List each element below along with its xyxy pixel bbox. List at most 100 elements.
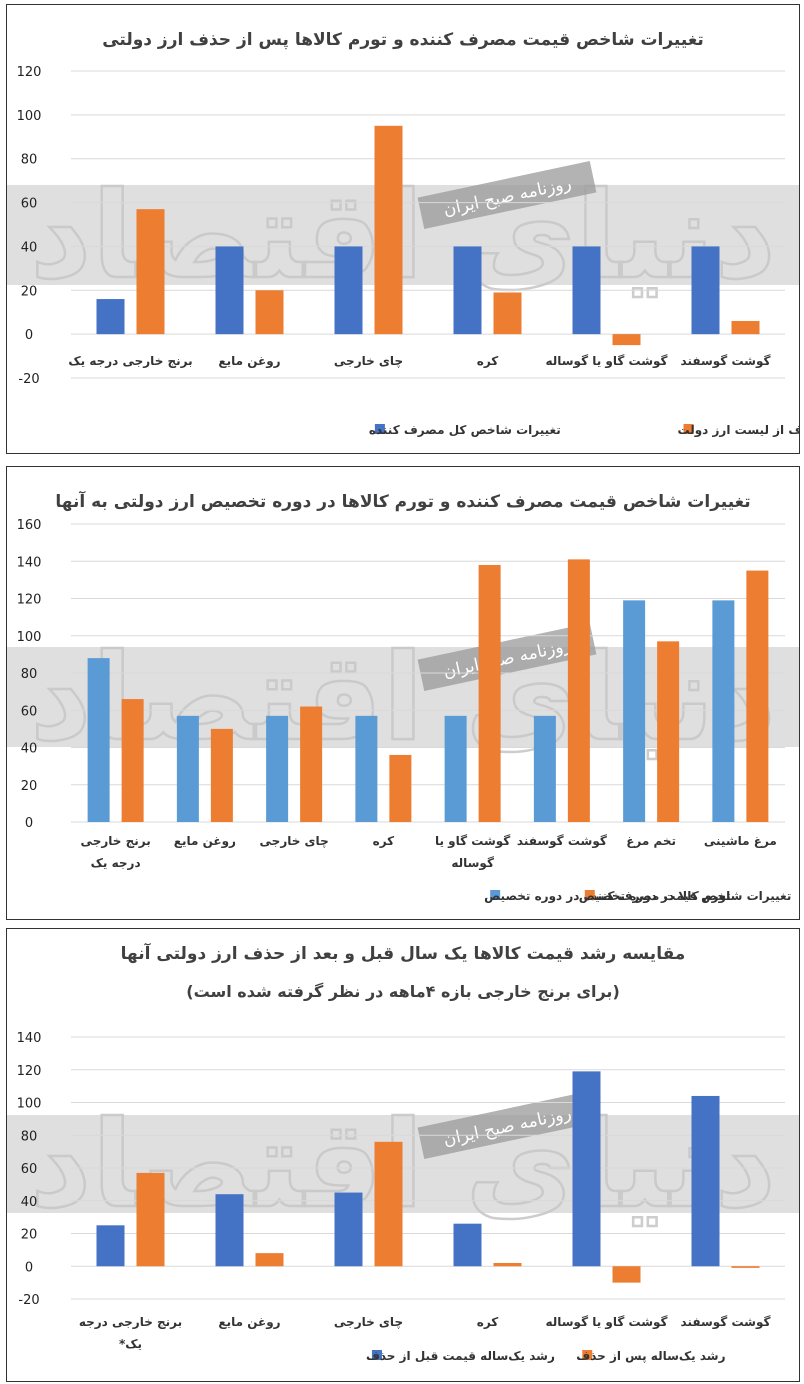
x-category-label: برنج خارجی درجه یک* xyxy=(79,1315,182,1351)
y-tick-label: 20 xyxy=(21,284,38,299)
bar-series1 xyxy=(453,246,482,335)
bar-series2 xyxy=(493,1262,522,1267)
bar-series1 xyxy=(623,600,646,822)
legend-label: تغییرات شاخص کل مصرف کننده xyxy=(369,423,561,437)
y-tick-label: 80 xyxy=(21,667,38,682)
legend-label: تورم کالا در دوره تخصیص xyxy=(579,889,731,904)
watermark-stamp-box xyxy=(417,161,597,229)
x-category-label: برنج خارجی درجه یک xyxy=(81,834,151,870)
y-tick-label: 20 xyxy=(21,779,38,794)
legend-swatch xyxy=(371,1350,382,1360)
chart-title: مقایسه رشد قیمت کالاها یک سال قبل و بعد … xyxy=(121,942,686,964)
bar-series2 xyxy=(121,699,144,822)
bar-series1 xyxy=(96,1225,125,1267)
bar-series1 xyxy=(691,1095,720,1267)
y-tick-label: 100 xyxy=(17,630,42,645)
y-tick-label: -20 xyxy=(18,1293,39,1308)
watermark-stamp-box xyxy=(417,1091,597,1159)
bar-series2 xyxy=(612,334,641,346)
chart-panel-2: دنیای اقتصاد روزنامه صبح ایران 160 140 120 10… xyxy=(6,466,800,920)
chart-panel-1: دنیای اقتصاد روزنامه صبح ایران 120 100 80 60 4… xyxy=(6,4,800,454)
bar-series1 xyxy=(444,715,467,822)
bar-series1 xyxy=(355,715,378,822)
x-category-label: روغن مایع xyxy=(174,834,236,849)
x-category-label: گوشت گوسفند xyxy=(681,354,771,369)
bar-series1 xyxy=(87,658,110,822)
y-tick-label: 120 xyxy=(17,593,42,608)
x-category-label: گوشت گاو یا گوساله xyxy=(545,354,667,369)
y-tick-label: 80 xyxy=(21,153,38,168)
bar-series1 xyxy=(712,600,735,822)
legend-swatch xyxy=(683,424,694,434)
bar-series1 xyxy=(572,1071,601,1267)
y-tick-label: 0 xyxy=(25,1260,33,1275)
bar-series1 xyxy=(215,246,244,335)
y-tick-label: 140 xyxy=(17,555,42,570)
bar-series2 xyxy=(136,1172,165,1267)
watermark-stamp-box xyxy=(417,623,597,691)
x-category-label: کره xyxy=(477,354,499,368)
y-tick-label: 80 xyxy=(21,1129,38,1144)
x-category-label: تخم مرغ xyxy=(626,834,676,848)
bar-series2 xyxy=(300,706,323,822)
legend-swatch xyxy=(582,1350,593,1360)
bar-series1 xyxy=(96,299,125,335)
bar-series1 xyxy=(266,715,289,822)
x-category-label: گوشت گاو یا گوساله xyxy=(545,1315,667,1330)
x-category-label: گوشت گوسفند xyxy=(517,834,607,849)
x-category-label: کره xyxy=(373,834,395,848)
bar-series2 xyxy=(731,1266,760,1268)
bar-series2 xyxy=(567,559,590,822)
x-category-label: گوشت گوسفند xyxy=(681,1315,771,1330)
bar-series2 xyxy=(389,754,412,822)
bar-series2 xyxy=(255,290,284,335)
x-category-label: گوشت گاو یا گوساله xyxy=(435,834,510,871)
legend-swatch xyxy=(374,424,385,434)
y-tick-label: 100 xyxy=(17,109,42,124)
bar-series2 xyxy=(255,1253,284,1267)
legend-swatch xyxy=(490,890,501,900)
y-tick-label: 120 xyxy=(17,1064,42,1079)
bar-series1 xyxy=(691,246,720,335)
chart-title: تغییرات شاخص قیمت مصرف کننده و تورم کالا… xyxy=(102,30,704,50)
watermark-logo: دنیای اقتصاد xyxy=(30,629,776,768)
y-tick-label: 40 xyxy=(21,240,38,255)
bar-series2 xyxy=(136,209,165,335)
bar-series1 xyxy=(334,246,363,335)
legend-label: رشد یک‌ساله پس از حذف xyxy=(576,1349,725,1363)
legend-label: رشد یک‌ساله قیمت قبل از حذف xyxy=(366,1349,555,1363)
y-tick-label: 40 xyxy=(21,1195,38,1210)
chart-subtitle: (برای برنج خارجی بازه ۴ماهه در نظر گرفته… xyxy=(186,982,620,1001)
bar-series2 xyxy=(374,125,403,335)
x-category-label: کره xyxy=(477,1315,499,1329)
y-tick-label: 60 xyxy=(21,704,38,719)
bar-series1 xyxy=(572,246,601,335)
y-tick-label: 0 xyxy=(25,328,33,343)
x-category-label: مرغ ماشینی xyxy=(704,834,777,848)
x-category-label: روغن مایع xyxy=(218,1315,280,1330)
y-tick-label: 120 xyxy=(17,65,42,80)
bar-series1 xyxy=(334,1192,363,1267)
y-tick-label: 60 xyxy=(21,1162,38,1177)
bar-series1 xyxy=(176,715,199,822)
legend-label: تغییرات شاخص قیمت مصرف کننده در دوره تخص… xyxy=(484,889,791,904)
y-tick-label: -20 xyxy=(18,372,39,387)
bar-series1 xyxy=(533,715,556,822)
chart-title: تغییرات شاخص قیمت مصرف کننده و تورم کالا… xyxy=(55,490,750,512)
bar-series2 xyxy=(478,564,501,822)
legend-label: تورم کالاها پس از حذف از لیست ارز دولت xyxy=(678,423,799,438)
x-category-label: چای خارجی xyxy=(260,834,329,848)
bar-series2 xyxy=(374,1141,403,1267)
bar-series2 xyxy=(746,570,769,822)
y-tick-label: 60 xyxy=(21,197,38,212)
bar-series1 xyxy=(453,1223,482,1267)
bar-series2 xyxy=(731,320,760,335)
y-tick-label: 0 xyxy=(25,816,33,831)
y-tick-label: 140 xyxy=(17,1031,42,1046)
bar-series2 xyxy=(210,728,233,822)
y-tick-label: 160 xyxy=(17,518,42,533)
bar-series1 xyxy=(215,1194,244,1267)
x-category-label: روغن مایع xyxy=(218,354,280,369)
